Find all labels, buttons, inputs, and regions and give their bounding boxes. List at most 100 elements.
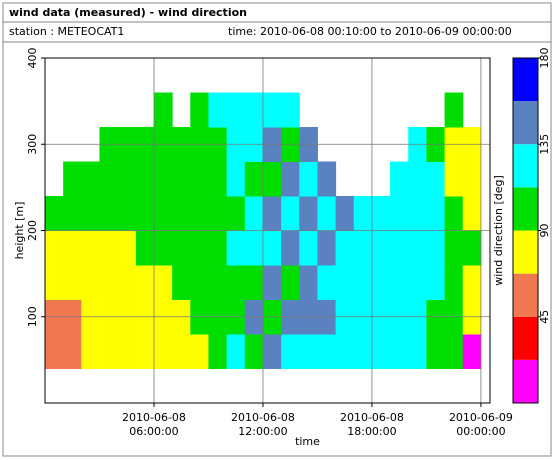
cell	[317, 196, 337, 231]
colorbar-band	[513, 316, 538, 360]
cell	[99, 265, 119, 300]
x-tick-label: 2010-06-08 12:00:00	[231, 411, 295, 438]
cell	[172, 334, 191, 369]
cell	[408, 161, 427, 197]
cell	[408, 230, 427, 266]
cell	[390, 196, 409, 231]
cell	[63, 334, 82, 369]
cell	[262, 92, 282, 128]
cell	[81, 196, 100, 231]
cell	[317, 161, 337, 197]
x-tick-label: 2010-06-08 18:00:00	[340, 411, 404, 438]
cell	[353, 265, 373, 300]
cell	[426, 334, 446, 369]
cell	[244, 196, 264, 231]
cell	[390, 230, 409, 266]
cell	[190, 334, 209, 369]
y-axis-label: height [m]	[13, 202, 26, 260]
cell	[371, 230, 391, 266]
cell	[299, 265, 318, 300]
cell	[335, 230, 355, 266]
cell	[426, 196, 446, 231]
cell	[63, 161, 82, 197]
cell	[317, 230, 337, 266]
cell	[335, 265, 355, 300]
cell	[426, 161, 446, 197]
cell	[190, 92, 209, 128]
cell	[117, 230, 137, 266]
colorbar-tick-label: 180	[538, 48, 551, 69]
cell	[153, 196, 173, 231]
cell	[153, 92, 173, 128]
cell	[462, 230, 482, 266]
cell	[408, 196, 427, 231]
colorbar-tick-label: 135	[538, 134, 551, 155]
station: station : METEOCAT1	[9, 25, 124, 38]
cell	[153, 334, 173, 369]
cell	[208, 92, 228, 128]
cell	[117, 161, 137, 197]
cell	[444, 92, 464, 128]
cell	[244, 230, 264, 266]
x-axis-label: time	[295, 435, 320, 448]
cell	[208, 196, 228, 231]
cell	[371, 196, 391, 231]
cell	[462, 334, 482, 369]
cell	[371, 334, 391, 369]
cell	[208, 161, 228, 197]
cell	[317, 265, 337, 300]
cell	[45, 334, 64, 369]
cell	[45, 265, 64, 300]
colorbar-band	[513, 359, 538, 403]
cell	[190, 230, 209, 266]
window-title: wind data (measured) - wind direction	[9, 6, 247, 19]
cell	[172, 230, 191, 266]
x-tick-label: 2010-06-08 06:00:00	[122, 411, 186, 438]
cell	[281, 265, 300, 300]
cell	[135, 265, 155, 300]
cell	[444, 161, 464, 197]
cell	[462, 161, 482, 197]
cell	[262, 334, 282, 369]
cell	[408, 334, 427, 369]
cell	[117, 334, 137, 369]
cell	[262, 161, 282, 197]
cell	[190, 196, 209, 231]
cell	[226, 334, 246, 369]
cell	[63, 196, 82, 231]
y-tick-label: 400	[26, 48, 39, 69]
colorbar-tick-label: 45	[538, 310, 551, 324]
cell	[335, 334, 355, 369]
cell	[81, 265, 100, 300]
cell	[444, 334, 464, 369]
cell	[426, 230, 446, 266]
cell	[444, 196, 464, 231]
cell	[45, 196, 64, 231]
cell	[63, 265, 82, 300]
cell	[99, 230, 119, 266]
cell	[63, 230, 82, 266]
cell	[172, 196, 191, 231]
cell	[281, 161, 300, 197]
cell	[299, 230, 318, 266]
cell	[244, 265, 264, 300]
cell	[190, 161, 209, 197]
cell	[390, 265, 409, 300]
cell	[190, 265, 209, 300]
cell	[226, 265, 246, 300]
cell	[462, 265, 482, 300]
cell	[444, 230, 464, 266]
cell	[262, 265, 282, 300]
cell	[45, 230, 64, 266]
cell	[281, 92, 300, 128]
cell	[172, 265, 191, 300]
cell	[299, 196, 318, 231]
cell	[153, 265, 173, 300]
cell	[153, 230, 173, 266]
time-range: time: 2010-06-08 00:10:00 to 2010-06-09 …	[228, 25, 512, 38]
cell	[81, 334, 100, 369]
cell	[208, 230, 228, 266]
cell	[135, 230, 155, 266]
cell	[172, 161, 191, 197]
